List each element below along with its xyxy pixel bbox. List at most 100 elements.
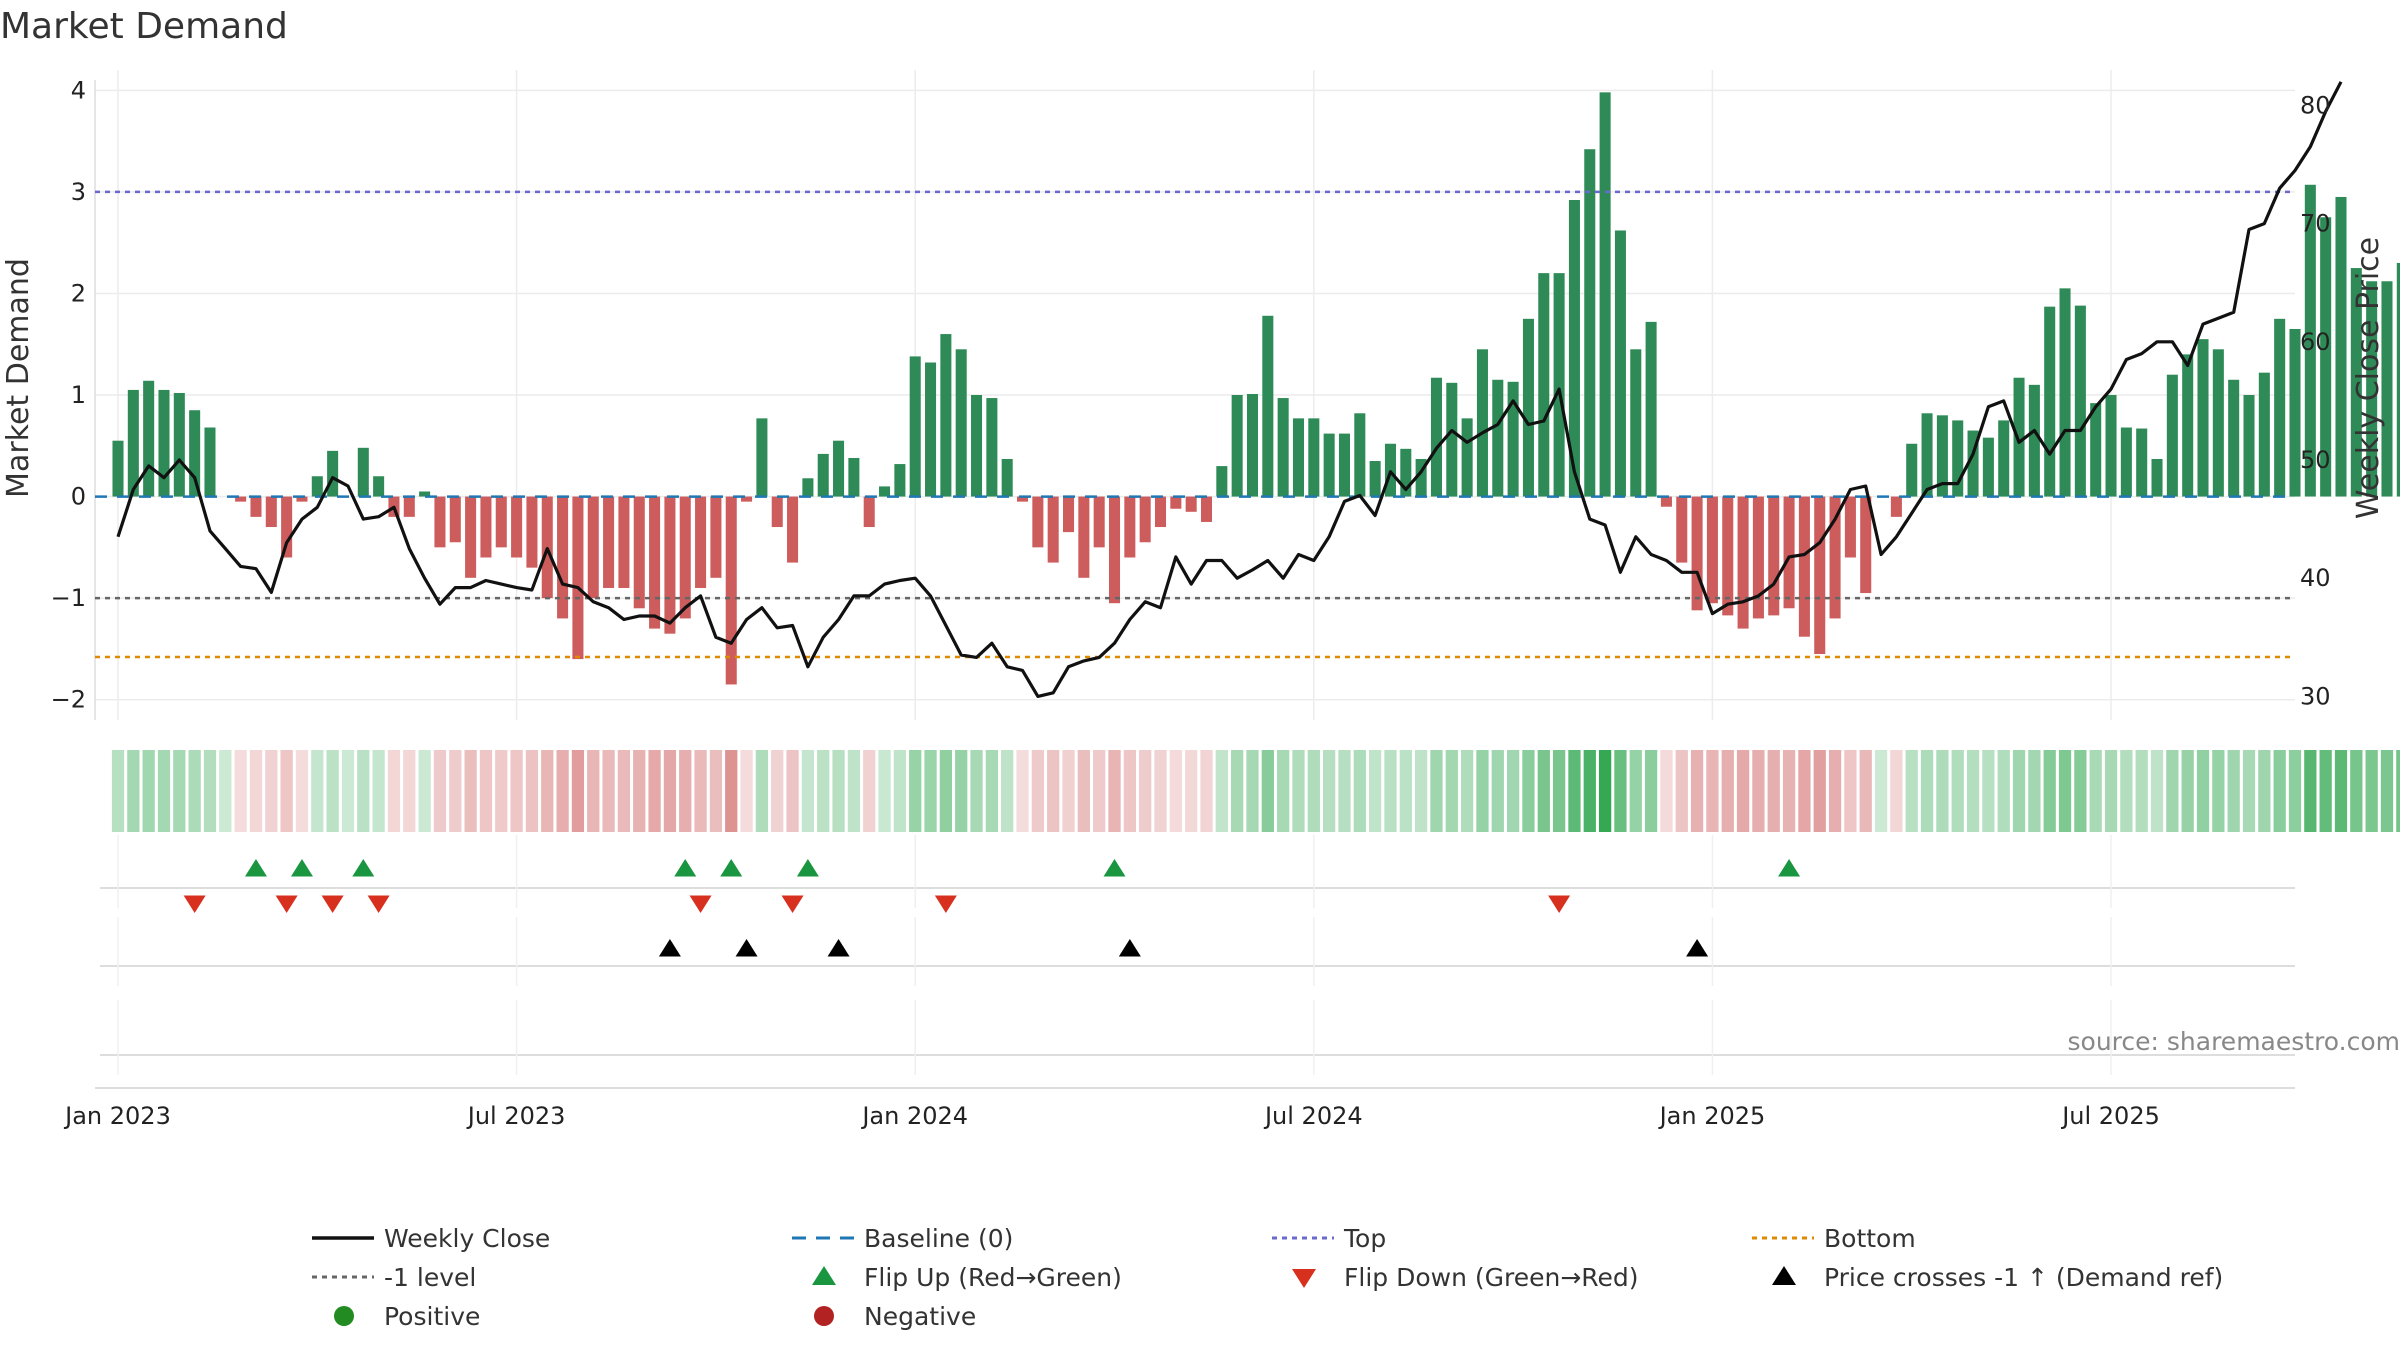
demand-bar-positive	[204, 427, 216, 497]
heat-cell	[1016, 750, 1029, 832]
heat-cell	[127, 750, 140, 832]
demand-bar-negative	[1185, 496, 1197, 512]
heat-cell	[1522, 750, 1535, 832]
heat-cell	[1031, 750, 1044, 832]
heat-cell	[970, 750, 983, 832]
legend-label: -1 level	[384, 1263, 476, 1292]
heat-cell	[2288, 750, 2302, 832]
demand-bar-positive	[1906, 443, 1918, 497]
legend-swatch-dot	[814, 1306, 834, 1326]
legend-swatch-triangle-up	[812, 1266, 836, 1285]
demand-bar-positive	[1599, 92, 1611, 497]
heat-cell	[1384, 750, 1397, 832]
demand-bar-positive	[986, 398, 998, 497]
heat-cell	[2150, 750, 2164, 832]
demand-bar-positive	[1936, 415, 1948, 497]
heat-cell	[1552, 750, 1566, 832]
demand-bar-positive	[848, 457, 860, 497]
demand-bar-negative	[1063, 496, 1075, 533]
demand-bar-negative	[1093, 496, 1105, 548]
demand-bar-positive	[1231, 395, 1243, 497]
heat-cell	[1583, 750, 1596, 832]
x-tick-label: Jan 2025	[1658, 1102, 1766, 1130]
demand-bar-negative	[633, 496, 645, 609]
demand-bar-positive	[2274, 318, 2286, 497]
flip-up-marker	[1103, 859, 1126, 877]
demand-bar-negative	[1078, 496, 1090, 578]
demand-bar-positive	[2289, 328, 2301, 497]
heat-cell	[1813, 750, 1826, 832]
heat-cell	[2012, 750, 2026, 832]
heat-cell	[2350, 750, 2363, 832]
heat-cell	[280, 750, 293, 832]
heat-cell	[1261, 750, 1274, 832]
heat-cell	[1644, 750, 1658, 832]
heat-cell	[295, 750, 309, 832]
heat-cell	[403, 750, 416, 832]
heat-cell	[1399, 750, 1412, 832]
demand-bar-positive	[1614, 230, 1626, 497]
heat-cell	[2319, 750, 2332, 832]
demand-bar-positive	[2320, 217, 2332, 497]
heat-cell	[694, 750, 707, 832]
demand-bar-positive	[2059, 288, 2071, 497]
event-marker-panels	[95, 835, 2295, 1089]
heat-cell	[2089, 750, 2102, 832]
legend-swatch-dot	[334, 1306, 354, 1326]
heat-cell	[1828, 750, 1842, 832]
legend-label: Flip Up (Red→Green)	[864, 1263, 1122, 1292]
demand-bar-negative	[403, 496, 415, 517]
demand-bar-negative	[771, 496, 783, 528]
heat-cell	[1277, 750, 1290, 832]
heat-cell	[725, 750, 738, 832]
demand-bar-positive	[1568, 200, 1580, 497]
heat-cell	[188, 750, 201, 832]
demand-bar-positive	[1584, 149, 1596, 497]
demand-bar-positive	[1415, 458, 1427, 497]
heat-cell	[1752, 750, 1765, 832]
demand-bar-positive	[2120, 427, 2132, 497]
demand-bar-positive	[2013, 377, 2025, 497]
heat-cell	[1951, 750, 1964, 832]
demand-bar-positive	[2366, 281, 2378, 497]
flip-up-marker	[352, 859, 375, 877]
demand-bar-positive	[112, 440, 124, 497]
demand-bar-positive	[2074, 305, 2086, 497]
demand-bar-positive	[1522, 318, 1534, 497]
flip-up-marker	[796, 859, 819, 877]
heat-cell	[1736, 750, 1750, 832]
x-axis-ticks: Jan 2023 Jul 2023 Jan 2024 Jul 2024 Jan 2025…	[63, 1102, 2160, 1130]
heat-cell	[1323, 750, 1336, 832]
price-cross-marker	[658, 939, 681, 957]
heat-cell	[311, 750, 324, 832]
heat-cell	[1338, 750, 1351, 832]
heat-cell	[1859, 750, 1872, 832]
source-note: source: sharemaestro.com	[2068, 1027, 2400, 1056]
demand-bar-negative	[695, 496, 707, 588]
y-tick-label: 0	[71, 483, 86, 511]
heat-cell	[1246, 750, 1259, 832]
heat-cell	[909, 750, 922, 832]
demand-bar-positive	[1982, 437, 1994, 497]
heat-cell	[2196, 750, 2210, 832]
demand-bar-negative	[495, 496, 507, 548]
flip-up-marker	[244, 859, 267, 877]
demand-bar-negative	[1737, 496, 1749, 629]
demand-bar-positive	[143, 380, 155, 497]
demand-bar-negative	[1124, 496, 1136, 558]
heat-cell	[326, 750, 339, 832]
demand-bar-positive	[311, 476, 323, 497]
demand-bars	[95, 92, 2400, 685]
heat-cell	[111, 750, 125, 832]
demand-bar-negative	[1768, 496, 1780, 616]
heat-cell	[2273, 750, 2286, 832]
heat-cell	[2365, 750, 2378, 832]
demand-bar-positive	[419, 491, 431, 497]
demand-bar-negative	[1829, 496, 1841, 619]
gridlines	[94, 70, 2295, 720]
heat-cell	[1568, 750, 1581, 832]
y2-tick-label: 70	[2300, 210, 2331, 238]
heat-cell	[372, 750, 385, 832]
demand-bar-negative	[281, 496, 293, 558]
